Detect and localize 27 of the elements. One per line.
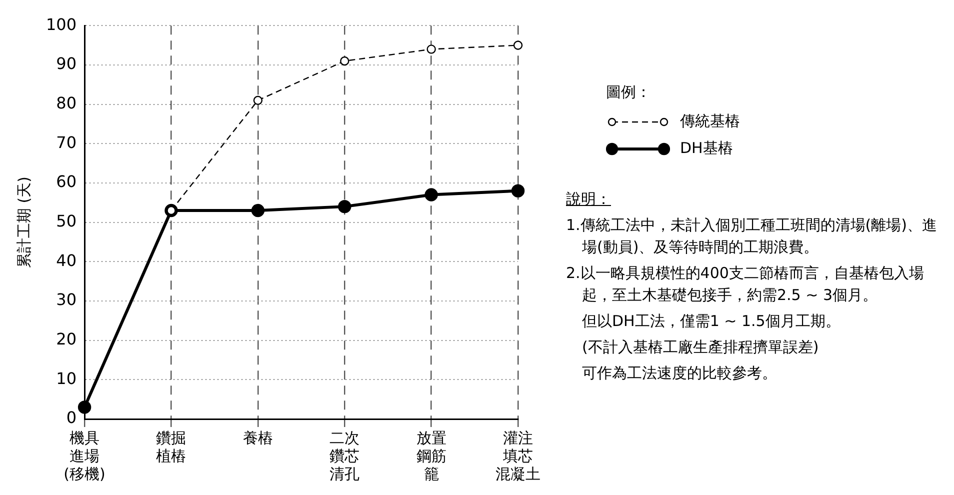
y-tick-label: 50 (56, 211, 77, 230)
y-tick-label: 20 (56, 329, 77, 348)
legend-label: 傳統基樁 (680, 112, 740, 131)
y-tick-label: 60 (56, 172, 77, 192)
x-tick-label: 二次鑽芯清孔 (330, 428, 360, 483)
y-tick-label: 70 (56, 132, 77, 152)
text: 但以DH工法，僅需1 ~ 1.5個月工期。 (581, 311, 842, 332)
y-axis-title: 累計工期 (天) (14, 176, 33, 268)
legend-title: 圖例： (606, 83, 652, 102)
text: 2.以一略具規模性的400支二節樁而言，自基樁包入場起，至土木基礎包接手，約需2.5 ~ 3個月。 (566, 263, 925, 306)
x-tick-label: 機具進場(移機) (64, 428, 106, 483)
x-tick-label: 養樁 (242, 428, 273, 447)
x-tick-label: 鑽掘植樁 (156, 428, 186, 465)
y-tick-label: 30 (56, 290, 77, 310)
text: 說明： (566, 189, 611, 210)
y-tick-label: 10 (56, 368, 77, 388)
y-tick-label: 100 (46, 14, 77, 34)
y-tick-label: 40 (56, 250, 77, 270)
text: (不計入基樁工廠生產排程擠單誤差) (581, 337, 820, 358)
y-tick-label: 0 (66, 408, 77, 428)
y-tick-label: 90 (56, 54, 77, 74)
y-tick-label: 80 (56, 93, 77, 112)
text: 可作為工法速度的比較參考。 (581, 363, 778, 384)
x-tick-label: 放置鋼筋籠 (416, 428, 446, 483)
x-tick-label: 灌注填芯混凝土 (496, 428, 540, 483)
text: 1.傳統工法中，未計入個別工種工班間的清場(離場)、進場(動員)、及等待時間的工期浪費。 (566, 215, 938, 258)
legend-label: DH基樁 (680, 139, 733, 158)
